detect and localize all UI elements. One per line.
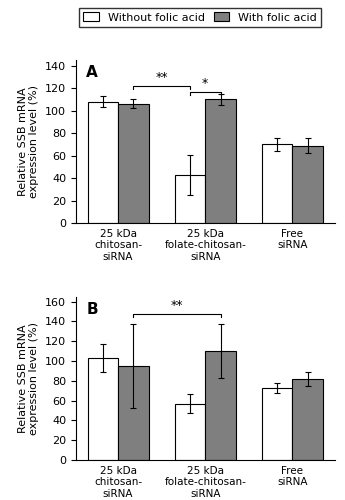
Bar	[293, 379, 323, 460]
Legend: Without folic acid, With folic acid: Without folic acid, With folic acid	[79, 8, 321, 27]
Bar	[175, 175, 205, 224]
Text: **: **	[156, 71, 168, 84]
Bar	[118, 366, 149, 460]
Text: B: B	[86, 302, 98, 316]
Bar	[205, 100, 236, 224]
Bar	[88, 102, 118, 224]
Y-axis label: Relative SSB mRNA
expression level (%): Relative SSB mRNA expression level (%)	[18, 322, 39, 435]
Bar	[175, 404, 205, 460]
Bar	[262, 144, 293, 224]
Text: *: *	[202, 77, 208, 90]
Text: A: A	[86, 65, 98, 80]
Bar	[262, 388, 293, 460]
Text: **: **	[171, 299, 183, 312]
Bar	[88, 358, 118, 460]
Bar	[293, 146, 323, 224]
Bar	[205, 351, 236, 460]
Bar	[118, 104, 149, 224]
Y-axis label: Relative SSB mRNA
expression level (%): Relative SSB mRNA expression level (%)	[18, 85, 39, 198]
